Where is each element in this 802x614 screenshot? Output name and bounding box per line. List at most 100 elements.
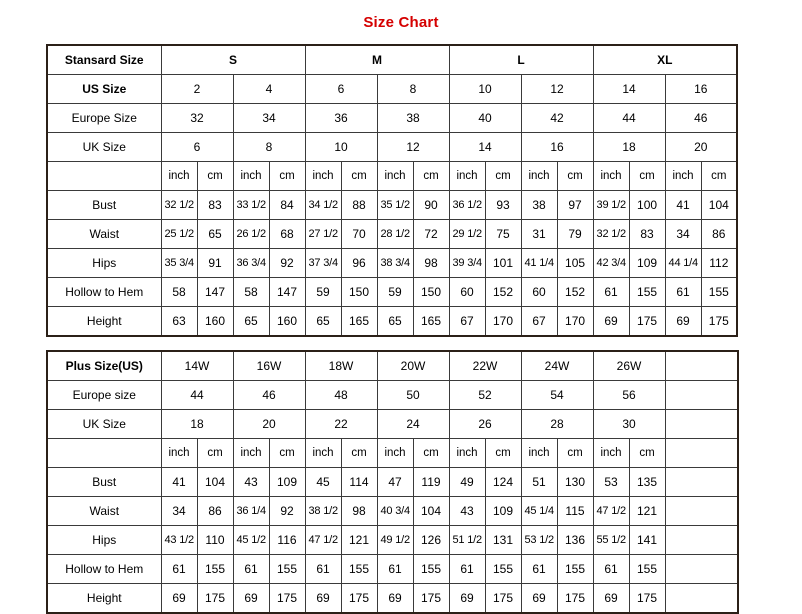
table-row: UK Size 18 20 22 24 26 28 30 bbox=[46, 409, 739, 439]
unit-header-inch: inch bbox=[376, 438, 414, 468]
measure-value: 155 bbox=[700, 277, 738, 307]
measure-value: 155 bbox=[340, 554, 378, 584]
measure-value: 60 bbox=[448, 277, 486, 307]
measure-value: 29 1/2 bbox=[448, 219, 486, 249]
measure-value: 41 bbox=[664, 190, 702, 220]
measure-value: 135 bbox=[628, 467, 666, 497]
plus-table-filler bbox=[664, 350, 739, 381]
size-value: 18 bbox=[592, 132, 666, 162]
measure-value: 27 1/2 bbox=[304, 219, 342, 249]
unit-header-inch: inch bbox=[592, 161, 630, 191]
measure-value: 86 bbox=[700, 219, 738, 249]
row-label: Europe size bbox=[46, 380, 162, 410]
table-row: Hips 43 1/2 110 45 1/2 116 47 1/2 121 49 1/2 126… bbox=[46, 525, 739, 555]
unit-header-inch: inch bbox=[304, 161, 342, 191]
unit-header-cm: cm bbox=[268, 438, 306, 468]
measure-value: 175 bbox=[700, 306, 738, 337]
unit-header-inch: inch bbox=[520, 438, 558, 468]
measure-value: 109 bbox=[268, 467, 306, 497]
table-row: UK Size 6 8 10 12 14 16 18 20 bbox=[46, 132, 738, 162]
measure-value: 34 bbox=[160, 496, 198, 526]
measure-value: 121 bbox=[340, 525, 378, 555]
measure-value: 75 bbox=[484, 219, 522, 249]
measure-value: 58 bbox=[232, 277, 270, 307]
measure-value: 79 bbox=[556, 219, 594, 249]
measure-value: 70 bbox=[340, 219, 378, 249]
table-row: Height 69 175 69 175 69 175 69 175 69 175 69 175 69 17… bbox=[46, 583, 739, 614]
measure-value: 124 bbox=[484, 467, 522, 497]
measure-value: 104 bbox=[196, 467, 234, 497]
size-value: 20 bbox=[664, 132, 738, 162]
measure-value: 110 bbox=[196, 525, 234, 555]
measure-value: 35 3/4 bbox=[160, 248, 198, 278]
measure-value: 86 bbox=[196, 496, 234, 526]
measure-value: 28 1/2 bbox=[376, 219, 414, 249]
measure-value: 160 bbox=[196, 306, 234, 337]
measure-value: 155 bbox=[484, 554, 522, 584]
plus-table-filler bbox=[664, 467, 739, 497]
measure-value: 152 bbox=[484, 277, 522, 307]
measure-value: 112 bbox=[700, 248, 738, 278]
plus-size-20w: 20W bbox=[376, 350, 450, 381]
size-group-s: S bbox=[160, 44, 306, 75]
row-label: UK Size bbox=[46, 409, 162, 439]
table-row: Waist 25 1/2 65 26 1/2 68 27 1/2 70 28 1/2 72 29 … bbox=[46, 219, 738, 249]
measure-value: 42 3/4 bbox=[592, 248, 630, 278]
measure-value: 105 bbox=[556, 248, 594, 278]
plus-size-22w: 22W bbox=[448, 350, 522, 381]
table-row: inch cm inch cm inch cm inch cm inch cm inch cm inch… bbox=[46, 438, 739, 468]
measure-value: 61 bbox=[592, 554, 630, 584]
measure-value: 155 bbox=[412, 554, 450, 584]
measure-value: 38 1/2 bbox=[304, 496, 342, 526]
measure-value: 36 1/4 bbox=[232, 496, 270, 526]
size-value: 44 bbox=[160, 380, 234, 410]
table-row: US Size 2 4 6 8 10 12 14 16 bbox=[46, 74, 738, 104]
table-row: Stansard Size S M L XL bbox=[46, 44, 738, 75]
measure-value: 53 1/2 bbox=[520, 525, 558, 555]
measure-value: 175 bbox=[340, 583, 378, 614]
size-value: 18 bbox=[160, 409, 234, 439]
size-value: 12 bbox=[520, 74, 594, 104]
measure-value: 40 3/4 bbox=[376, 496, 414, 526]
unit-row-blank bbox=[46, 161, 162, 191]
measure-value: 61 bbox=[160, 554, 198, 584]
size-value: 52 bbox=[448, 380, 522, 410]
measure-value: 152 bbox=[556, 277, 594, 307]
standard-size-header-label: Stansard Size bbox=[46, 44, 162, 75]
measure-value: 90 bbox=[412, 190, 450, 220]
size-value: 46 bbox=[664, 103, 738, 133]
measure-value: 69 bbox=[304, 583, 342, 614]
measure-value: 109 bbox=[484, 496, 522, 526]
measure-value: 68 bbox=[268, 219, 306, 249]
plus-table-filler bbox=[664, 380, 739, 410]
size-value: 22 bbox=[304, 409, 378, 439]
measure-value: 100 bbox=[628, 190, 666, 220]
plus-table-filler bbox=[664, 583, 739, 614]
measure-value: 170 bbox=[556, 306, 594, 337]
unit-header-cm: cm bbox=[340, 161, 378, 191]
measure-value: 49 1/2 bbox=[376, 525, 414, 555]
measure-value: 175 bbox=[556, 583, 594, 614]
plus-table-filler bbox=[664, 525, 739, 555]
measure-value: 121 bbox=[628, 496, 666, 526]
table-row: inch cm inch cm inch cm inch cm inch cm inch cm inch… bbox=[46, 161, 738, 191]
measure-value: 51 1/2 bbox=[448, 525, 486, 555]
unit-header-cm: cm bbox=[412, 161, 450, 191]
measure-value: 175 bbox=[628, 583, 666, 614]
size-value: 20 bbox=[232, 409, 306, 439]
size-value: 16 bbox=[664, 74, 738, 104]
plus-size-14w: 14W bbox=[160, 350, 234, 381]
measure-value: 155 bbox=[268, 554, 306, 584]
measure-value: 93 bbox=[484, 190, 522, 220]
measure-value: 67 bbox=[520, 306, 558, 337]
unit-header-inch: inch bbox=[160, 438, 198, 468]
unit-header-cm: cm bbox=[196, 438, 234, 468]
size-value: 38 bbox=[376, 103, 450, 133]
measure-value: 101 bbox=[484, 248, 522, 278]
measure-value: 45 1/2 bbox=[232, 525, 270, 555]
unit-header-cm: cm bbox=[196, 161, 234, 191]
size-value: 48 bbox=[304, 380, 378, 410]
row-label: Waist bbox=[46, 219, 162, 249]
measure-value: 130 bbox=[556, 467, 594, 497]
measure-value: 47 bbox=[376, 467, 414, 497]
